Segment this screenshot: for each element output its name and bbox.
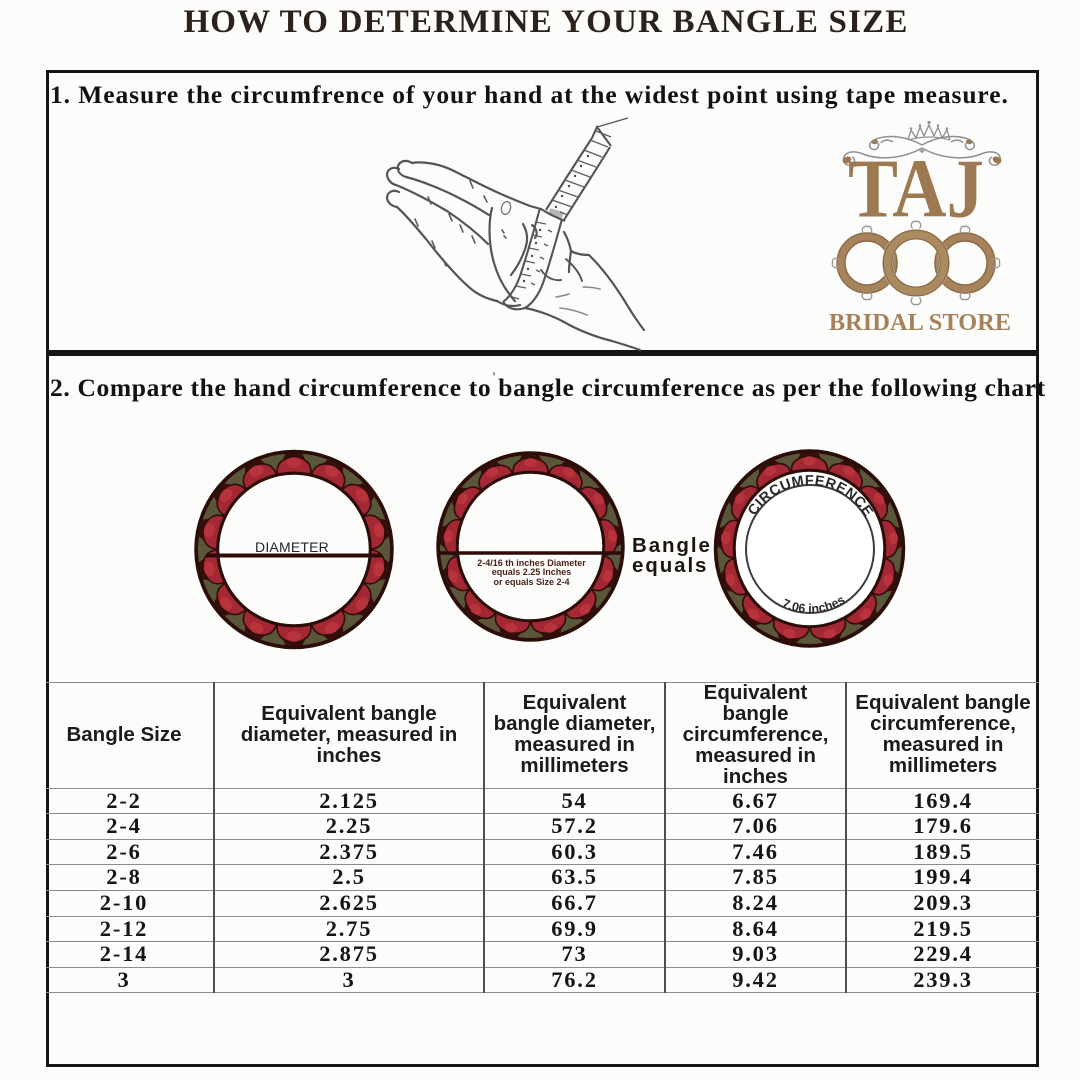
svg-text:TAJ: TAJ xyxy=(848,143,984,236)
svg-text:BRIDAL STORE: BRIDAL STORE xyxy=(829,309,1011,336)
